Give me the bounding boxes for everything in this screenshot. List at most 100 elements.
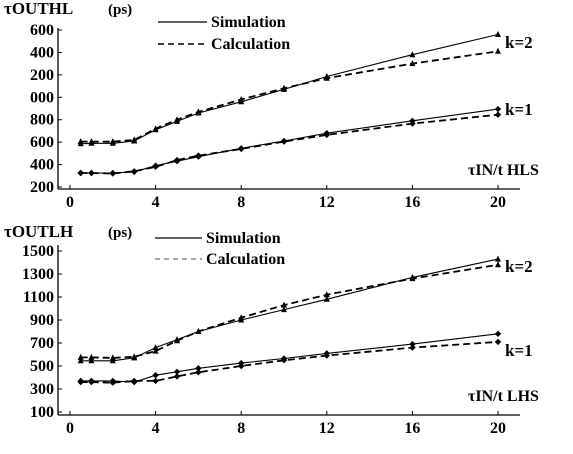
y-tick-label: 1100 — [23, 289, 54, 306]
data-point-diamond — [173, 373, 181, 380]
y-tick-label: 800 — [30, 112, 54, 129]
x-ticks-top: 0 4 8 12 16 20 — [66, 185, 506, 211]
data-point-triangle — [77, 353, 84, 360]
data-point-diamond — [77, 169, 84, 177]
data-point-triangle — [88, 353, 95, 360]
x-tick-label: 16 — [404, 194, 420, 211]
data-point-diamond — [88, 378, 95, 386]
y-tick-label: 200 — [30, 67, 54, 84]
x-tick-label: 12 — [319, 420, 335, 437]
annotation-k1-bottom: k=1 — [505, 341, 533, 360]
series-line-k2-dashed — [80, 50, 499, 143]
x-tick-label: 20 — [490, 194, 506, 211]
data-point-diamond — [195, 152, 202, 159]
data-point-triangle — [495, 255, 501, 262]
data-point-diamond — [409, 120, 416, 127]
series-line-k2-dashed — [80, 263, 499, 359]
data-point-triangle — [195, 108, 202, 115]
data-point-diamond — [109, 170, 116, 177]
data-point-triangle — [195, 328, 202, 334]
data-point-triangle — [109, 354, 116, 361]
data-point-triangle — [109, 138, 116, 145]
y-tick-label: 900 — [30, 312, 54, 329]
data-point-triangle — [281, 301, 287, 308]
data-point-diamond — [152, 163, 159, 170]
x-tick-label: 0 — [66, 194, 74, 211]
y-axis-unit-bottom: (ps) — [108, 225, 132, 241]
series-bottom — [77, 255, 502, 386]
y-axis-label-top: τOUTHL — [4, 0, 73, 18]
chart-top: 200 400 600 800 000 200 400 600 0 4 8 12 16 20 τOUTH… — [4, 0, 539, 211]
data-point-triangle — [409, 51, 416, 58]
x-tick-label: 16 — [404, 420, 420, 437]
data-point-triangle — [131, 136, 138, 143]
data-point-diamond — [409, 344, 416, 351]
data-point-triangle — [152, 125, 159, 132]
data-point-diamond — [77, 378, 84, 386]
data-point-triangle — [174, 337, 180, 344]
data-point-diamond — [131, 168, 138, 175]
data-point-triangle — [238, 314, 245, 321]
data-point-triangle — [174, 116, 180, 123]
data-point-diamond — [280, 138, 288, 145]
x-tick-label: 8 — [237, 194, 245, 211]
data-point-diamond — [280, 357, 288, 364]
x-tick-label: 8 — [237, 420, 245, 437]
x-tick-label: 4 — [152, 420, 160, 437]
y-ticks-top: 200 400 600 800 000 200 400 600 — [30, 22, 62, 196]
data-point-diamond — [494, 338, 502, 346]
legend-top: Simulation Calculation — [158, 14, 290, 53]
y-tick-label: 700 — [30, 335, 54, 352]
y-axis-unit-top: (ps) — [108, 2, 132, 18]
series-line-k1-dashed — [80, 341, 499, 384]
y-tick-label: 500 — [30, 358, 54, 375]
y-ticks-bottom: 100 300 500 700 900 1100 1300 1500 — [22, 243, 62, 421]
x-tick-label: 4 — [152, 194, 160, 211]
data-point-diamond — [195, 369, 202, 376]
data-point-triangle — [323, 74, 330, 81]
annotation-k1-top: k=1 — [505, 100, 533, 119]
data-point-triangle — [495, 31, 501, 37]
legend-calculation-label-top: Calculation — [211, 36, 290, 53]
y-tick-label: 100 — [30, 404, 54, 421]
annotation-k2-top: k=2 — [505, 33, 533, 52]
data-point-diamond — [494, 111, 502, 118]
data-point-diamond — [409, 340, 416, 348]
series-line-k1-dashed — [80, 113, 499, 175]
data-point-triangle — [88, 138, 95, 145]
series-line-k2-solid — [80, 33, 499, 145]
data-point-diamond — [494, 330, 502, 337]
data-point-triangle — [281, 306, 287, 313]
legend-calculation-label-bottom: Calculation — [206, 251, 285, 268]
data-point-diamond — [152, 372, 159, 379]
data-point-diamond — [173, 156, 181, 164]
y-tick-label: 300 — [30, 381, 54, 398]
data-point-triangle — [152, 347, 159, 354]
x-tick-label: 20 — [490, 420, 506, 437]
annotation-k2-bottom: k=2 — [505, 257, 533, 276]
data-point-diamond — [238, 145, 245, 153]
y-tick-label: 600 — [30, 22, 54, 39]
x-tick-label: 0 — [66, 420, 74, 437]
data-point-triangle — [238, 96, 245, 102]
data-point-diamond — [323, 131, 330, 139]
data-point-diamond — [173, 368, 181, 375]
y-tick-label: 1500 — [22, 243, 54, 260]
y-tick-label: 1300 — [22, 266, 54, 283]
data-point-triangle — [131, 353, 138, 360]
data-point-diamond — [88, 169, 95, 177]
data-point-triangle — [88, 357, 95, 364]
data-point-diamond — [323, 352, 330, 359]
x-ticks-bottom: 0 4 8 12 16 20 — [66, 411, 506, 437]
data-point-triangle — [495, 47, 501, 54]
data-point-diamond — [195, 365, 202, 372]
y-tick-label: 200 — [30, 179, 54, 196]
data-point-diamond — [152, 377, 159, 385]
data-point-triangle — [77, 357, 84, 364]
data-point-triangle — [409, 275, 416, 282]
data-point-diamond — [131, 377, 138, 385]
x-tick-label: 12 — [319, 194, 335, 211]
data-point-diamond — [109, 379, 116, 386]
y-tick-label: 000 — [30, 89, 54, 106]
